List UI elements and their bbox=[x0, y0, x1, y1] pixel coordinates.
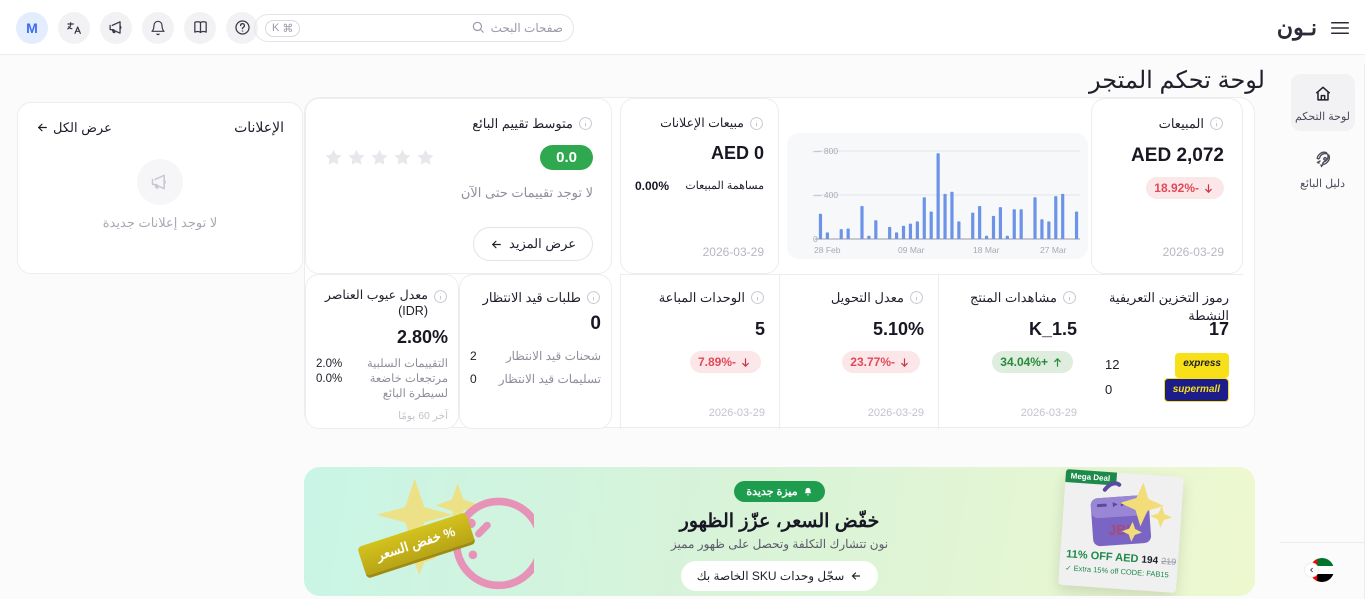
svg-text:400 —: 400 — bbox=[813, 190, 838, 200]
svg-text:18 Mar: 18 Mar bbox=[973, 245, 1000, 255]
svg-text:800 —: 800 — bbox=[813, 146, 838, 156]
svg-text:28 Feb: 28 Feb bbox=[814, 245, 841, 255]
svg-text:0: 0 bbox=[813, 234, 818, 244]
svg-text:27 Mar: 27 Mar bbox=[1040, 245, 1067, 255]
svg-text:09 Mar: 09 Mar bbox=[898, 245, 925, 255]
